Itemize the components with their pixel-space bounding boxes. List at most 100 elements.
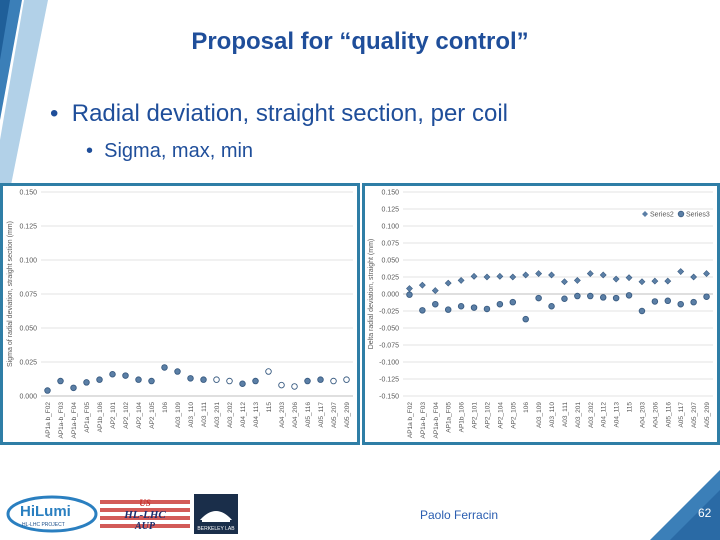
sigma-chart-svg: 0.150 0.125 0.100 0.075 0.050 0.025 0.000 AP1a …: [7, 190, 353, 439]
x-tick-label: AP1b_106: [97, 402, 104, 433]
data-point: [213, 376, 220, 383]
data-point: [330, 377, 337, 385]
x-tick-label: 106: [523, 402, 530, 413]
x-tick-label: AP2_104: [497, 402, 504, 429]
page-number: 62: [698, 506, 712, 520]
y-tick-label: 0.050: [19, 326, 37, 333]
y-tick-label: -0.150: [379, 394, 399, 401]
bullet-level-1: • Radial deviation, straight section, pe…: [50, 100, 508, 128]
data-point: [70, 384, 77, 392]
data-point-series2: [431, 287, 439, 295]
x-tick-label: A05_207: [691, 402, 698, 428]
data-point: [174, 368, 181, 375]
data-point: [187, 375, 194, 382]
us-hl-lhc-aup-logo: US HL-LHC AUP: [100, 496, 190, 532]
data-point-series2: [690, 273, 698, 281]
x-tick-label: A03_111: [201, 402, 208, 427]
data-point: [252, 377, 259, 385]
data-point-series2: [444, 279, 452, 287]
y-tick-label: 0.050: [381, 258, 399, 265]
data-point: [96, 376, 103, 383]
hilumi-logo: HiLumi HL-LHC PROJECT: [6, 495, 98, 533]
y-tick-label: 0.075: [19, 292, 37, 299]
y-tick-label: 0.000: [19, 394, 37, 401]
x-tick-label: AP2_102: [123, 402, 130, 429]
x-tick-label: AP1b_106: [459, 402, 466, 433]
x-tick-label: AP1a_F05: [446, 402, 453, 433]
x-tick-label: A05_117: [678, 402, 685, 428]
data-point-series3: [470, 304, 478, 311]
data-point: [343, 376, 350, 383]
x-tick-label: AP1a b_F02: [407, 402, 414, 439]
data-point-series2: [638, 278, 646, 286]
data-point-series2: [586, 270, 594, 278]
data-point-series3: [483, 305, 491, 313]
data-point-series2: [599, 271, 607, 279]
data-point: [135, 376, 142, 383]
data-point: [304, 377, 311, 385]
data-point: [278, 381, 285, 389]
y-tick-label: 0.100: [19, 258, 37, 265]
data-point-series2: [496, 272, 504, 280]
data-point-series2: [625, 274, 633, 282]
y-tick-label: 0.150: [381, 190, 399, 197]
data-point-series2: [703, 270, 710, 278]
x-tick-label: 115: [266, 402, 273, 413]
data-point: [317, 376, 324, 383]
bullet-level-1-text: Radial deviation, straight section, per …: [71, 100, 508, 127]
x-tick-label: A04_203: [639, 402, 646, 428]
hilumi-logo-subtext: HL-LHC PROJECT: [22, 522, 65, 528]
y-axis-label: Sigma of radial deviation, straight sect…: [7, 221, 14, 367]
slide-title: Proposal for “quality control”: [191, 28, 529, 55]
data-point-series2: [406, 285, 413, 292]
data-point: [265, 368, 272, 375]
data-point-series2: [677, 268, 685, 275]
x-tick-label: AP1a-b_F04: [433, 402, 440, 439]
legend-label: Series3: [686, 212, 710, 219]
data-point-series3: [432, 300, 439, 308]
data-point-series3: [612, 294, 620, 302]
x-tick-label: A04_206: [652, 402, 659, 428]
us-logo-line2: HL-LHC: [123, 509, 166, 521]
x-tick-label: A05_116: [305, 402, 312, 428]
x-tick-label: AP2_101: [472, 402, 479, 429]
x-tick-label: A03_202: [588, 402, 595, 428]
data-point-series3: [548, 302, 555, 310]
data-point-series2: [651, 277, 659, 285]
y-tick-label: -0.125: [379, 377, 399, 384]
x-tick-label: AP2_104: [136, 402, 143, 429]
data-point-series2: [612, 275, 620, 283]
x-tick-label: A05_207: [331, 402, 338, 428]
data-point-series3: [535, 294, 542, 302]
decorative-side-stripes: [0, 0, 48, 200]
data-point-series3: [457, 302, 465, 310]
data-point-series2: [561, 278, 568, 286]
data-point-series3: [690, 298, 697, 306]
data-point-series3: [509, 298, 517, 306]
us-logo-line1: US: [139, 498, 151, 508]
corner-decoration: [650, 470, 720, 540]
data-point: [109, 370, 116, 378]
x-tick-label: A05_209: [704, 402, 711, 428]
data-point-series2: [664, 277, 672, 285]
data-point: [57, 377, 64, 385]
data-point-series2: [573, 276, 581, 284]
x-tick-label: A03_110: [188, 402, 195, 428]
y-tick-label: 0.125: [381, 207, 399, 214]
y-tick-label: 0.025: [381, 275, 399, 282]
x-tick-label: 115: [627, 402, 634, 413]
footer-author: Paolo Ferracin: [420, 508, 499, 522]
data-point: [291, 383, 298, 390]
berkeley-logo-text: BERKELEY LAB: [197, 526, 235, 532]
y-tick-label: 0.075: [381, 241, 399, 248]
x-tick-label: A03_201: [575, 402, 582, 428]
x-tick-label: A03_111: [562, 402, 569, 427]
y-tick-label: 0.025: [19, 360, 37, 367]
data-point-series3: [406, 291, 413, 298]
data-point: [161, 364, 168, 371]
data-point-series3: [419, 307, 426, 314]
data-point-series2: [483, 273, 491, 281]
data-point-series3: [496, 300, 504, 308]
x-tick-label: A03_201: [214, 402, 221, 428]
x-tick-label: A03_109: [175, 402, 182, 428]
